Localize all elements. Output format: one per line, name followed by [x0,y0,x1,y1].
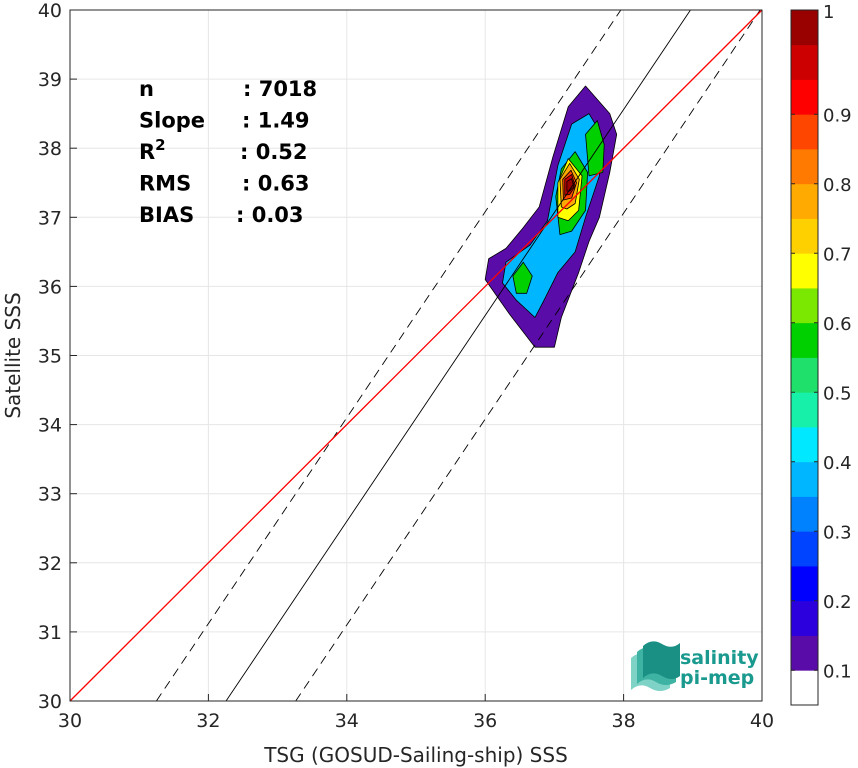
x-tick-label: 30 [58,710,82,732]
salinity-pimep-logo: salinity pi-mep [631,641,759,691]
colorbar-segment [791,496,818,532]
colorbar-segment [791,566,818,602]
x-tick-label: 36 [473,710,497,732]
x-axis-ticks: 30 32 34 36 38 40 [58,694,774,732]
colorbar-segment [791,531,818,567]
y-tick-label: 34 [38,415,62,437]
colorbar-segment [791,114,818,150]
stat-value: : 0.63 [242,172,310,196]
colorbar-segment [791,670,818,706]
stat-value: : 7018 [243,77,317,101]
colorbar-tick-label: 0.1 [823,661,852,682]
colorbar-tick-label: 0.4 [823,453,852,474]
x-tick-label: 34 [335,710,359,732]
logo-text-salinity: salinity [680,647,759,669]
regression-lower-bound [295,9,761,702]
colorbar-segment [791,218,818,254]
y-axis-ticks: 30 31 32 33 34 35 36 37 38 39 40 [38,0,77,713]
density-contour [512,261,533,294]
colorbar: 0.1 0.2 0.3 0.4 0.5 0.6 0.7 0.8 0.9 1 [790,2,852,706]
y-tick-label: 40 [38,0,62,22]
colorbar-segment [791,288,818,324]
y-tick-label: 37 [38,207,62,229]
colorbar-tick-label: 0.2 [823,592,852,613]
y-tick-label: 39 [38,69,62,91]
density-contours [484,85,618,348]
logo-waves-icon [631,641,680,691]
stat-value: : 1.49 [242,109,310,133]
y-axis-label: Satellite SSS [1,292,25,418]
stat-label: n [139,77,154,101]
regression-upper-bound [156,9,622,702]
identity-line [69,9,763,702]
colorbar-tick-label: 0.5 [823,383,852,404]
stat-value: : 0.03 [236,203,304,227]
colorbar-segment [791,600,818,636]
logo-text-pimep: pi-mep [680,667,754,689]
y-tick-label: 36 [38,276,62,298]
stat-label: BIAS [139,203,194,227]
y-tick-label: 31 [38,622,62,644]
colorbar-segment [791,149,818,185]
colorbar-segment [791,44,818,80]
stat-value: : 0.52 [240,140,308,164]
colorbar-tick-label: 0.3 [823,522,852,543]
y-tick-label: 32 [38,553,62,575]
stat-label: Slope [139,109,205,133]
y-tick-label: 38 [38,138,62,160]
reference-lines [69,9,763,702]
colorbar-tick-label: 0.8 [823,175,852,196]
colorbar-segment [791,322,818,358]
colorbar-frame [790,9,819,706]
colorbar-tick-label: 0.6 [823,314,852,335]
x-axis-label: TSG (GOSUD-Sailing-ship) SSS [263,743,568,767]
y-tick-label: 35 [38,346,62,368]
colorbar-segment [791,461,818,497]
x-tick-label: 38 [612,710,636,732]
colorbar-segment [791,183,818,219]
colorbar-segment [791,357,818,393]
colorbar-segment [791,253,818,289]
regression-line [225,9,691,702]
density-contour [585,120,605,177]
colorbar-segment [791,427,818,463]
stat-label: R2 [139,136,166,164]
colorbar-tick-label: 0.7 [823,244,852,265]
colorbar-segment [791,635,818,671]
y-tick-label: 33 [38,484,62,506]
colorbar-segment [791,10,818,46]
colorbar-segment [791,392,818,428]
stats-annotation: n : 7018 Slope : 1.49 R2 : 0.52 RMS : 0.63 BIAS:… [139,77,317,227]
x-tick-label: 40 [750,710,774,732]
y-tick-label: 30 [38,691,62,713]
colorbar-segment [791,79,818,115]
x-tick-label: 32 [196,710,220,732]
colorbar-tick-label: 1 [823,2,834,23]
stat-label: RMS [139,172,191,196]
colorbar-tick-label: 0.9 [823,105,852,126]
